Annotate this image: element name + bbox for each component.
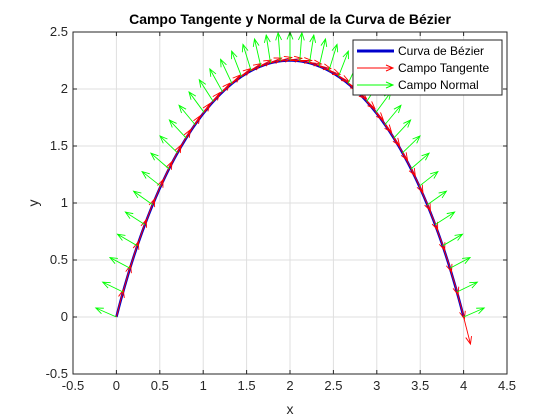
ticks	[72, 31, 508, 375]
tangent-arrow	[366, 101, 385, 121]
normal-arrow	[198, 78, 214, 102]
x-tick-label: 1.5	[238, 378, 256, 393]
normal-arrow	[108, 256, 131, 269]
tangent-arrow	[375, 112, 393, 134]
normal-arrow	[124, 211, 146, 226]
x-tick-label: 4.5	[498, 378, 516, 393]
normal-arrow	[384, 104, 402, 125]
normal-arrow	[275, 31, 283, 62]
normal-arrow	[159, 135, 178, 154]
x-tick-label: 3	[373, 378, 380, 393]
tangent-arrow	[222, 74, 241, 93]
x-tick-label: 1	[200, 378, 207, 393]
normal-arrow	[178, 104, 196, 125]
legend: Curva de Bézier Campo Tangente Campo Nor…	[352, 39, 503, 96]
normal-arrow	[328, 43, 339, 71]
x-tick-labels: -0.5 0 0.5 1 1.5 2 2.5 3 3.5 4 4.5	[62, 378, 516, 393]
y-tick-label: 1.5	[50, 138, 68, 153]
tangent-arrow	[410, 168, 424, 194]
x-tick-label: 2.5	[324, 378, 342, 393]
normal-arrow	[402, 135, 421, 154]
y-tick-labels: -0.5 0 0.5 1 1.5 2 2.5	[46, 24, 68, 381]
chart-title: Campo Tangente y Normal de la Curva de B…	[129, 11, 451, 27]
x-tick-label: 4	[460, 378, 467, 393]
normal-arrow	[168, 119, 187, 139]
tangent-arrow	[185, 114, 201, 139]
legend-arrowhead-normal	[385, 81, 395, 89]
y-tick-label: 0	[61, 309, 68, 324]
normal-arrow	[101, 281, 124, 293]
normal-arrow	[309, 33, 317, 64]
normal-arrow	[318, 37, 328, 67]
normal-arrow	[132, 190, 153, 206]
y-tick-label: -0.5	[46, 366, 68, 381]
x-tick-label: 3.5	[411, 378, 429, 393]
tangent-arrow	[402, 152, 416, 177]
tangent-arrow	[168, 144, 182, 170]
legend-label-normal: Campo Normal	[398, 78, 479, 92]
normal-arrow	[116, 233, 138, 247]
normal-arrow	[418, 170, 439, 187]
tangent-arrow	[309, 62, 332, 71]
normal-arrow	[209, 67, 223, 93]
normal-arrow	[463, 307, 486, 318]
x-tick-label: 2	[286, 378, 293, 393]
normal-field	[94, 30, 486, 318]
legend-label-curve: Curva de Bézier	[398, 44, 484, 58]
normal-arrow	[252, 37, 262, 67]
x-tick-label: -0.5	[62, 378, 84, 393]
normal-arrow	[241, 43, 252, 71]
legend-label-tangent: Campo Tangente	[398, 61, 490, 75]
normal-arrow	[149, 152, 170, 170]
y-tick-label: 1	[61, 195, 68, 210]
tangent-arrow	[299, 59, 323, 67]
x-tick-label: 0.5	[151, 378, 169, 393]
tangent-arrow	[463, 316, 472, 346]
tangent-arrow	[250, 59, 273, 72]
normal-arrow	[220, 58, 233, 84]
normal-arrow	[231, 50, 242, 77]
tangent-arrow	[160, 160, 173, 187]
tangent-arrow	[393, 137, 409, 162]
normal-arrow	[442, 233, 464, 247]
legend-arrowhead-tangent	[385, 64, 395, 72]
normal-arrow	[449, 256, 472, 269]
tangent-arrow	[203, 91, 221, 113]
normal-arrow	[188, 90, 205, 113]
y-tick-label: 2	[61, 81, 68, 96]
normal-arrow	[427, 190, 448, 206]
normal-arrow	[456, 281, 479, 293]
normal-arrow	[263, 33, 271, 64]
y-tick-label: 0.5	[50, 252, 68, 267]
tangent-arrow	[194, 102, 211, 125]
y-axis-label: y	[25, 200, 41, 207]
tangent-arrow	[319, 65, 342, 75]
normal-arrow	[141, 170, 162, 187]
tangent-arrow	[384, 124, 401, 147]
normal-arrow	[434, 211, 456, 226]
x-axis-label: x	[287, 401, 294, 417]
normal-arrow	[338, 50, 349, 77]
normal-arrow	[94, 307, 117, 318]
y-tick-label: 2.5	[50, 24, 68, 39]
tangent-arrow	[260, 57, 283, 67]
x-tick-label: 0	[113, 378, 120, 393]
normal-arrow	[410, 152, 431, 170]
normal-arrow	[393, 119, 412, 139]
tangent-arrow	[177, 128, 191, 154]
normal-arrow	[297, 31, 305, 62]
tangent-arrow	[212, 82, 231, 102]
